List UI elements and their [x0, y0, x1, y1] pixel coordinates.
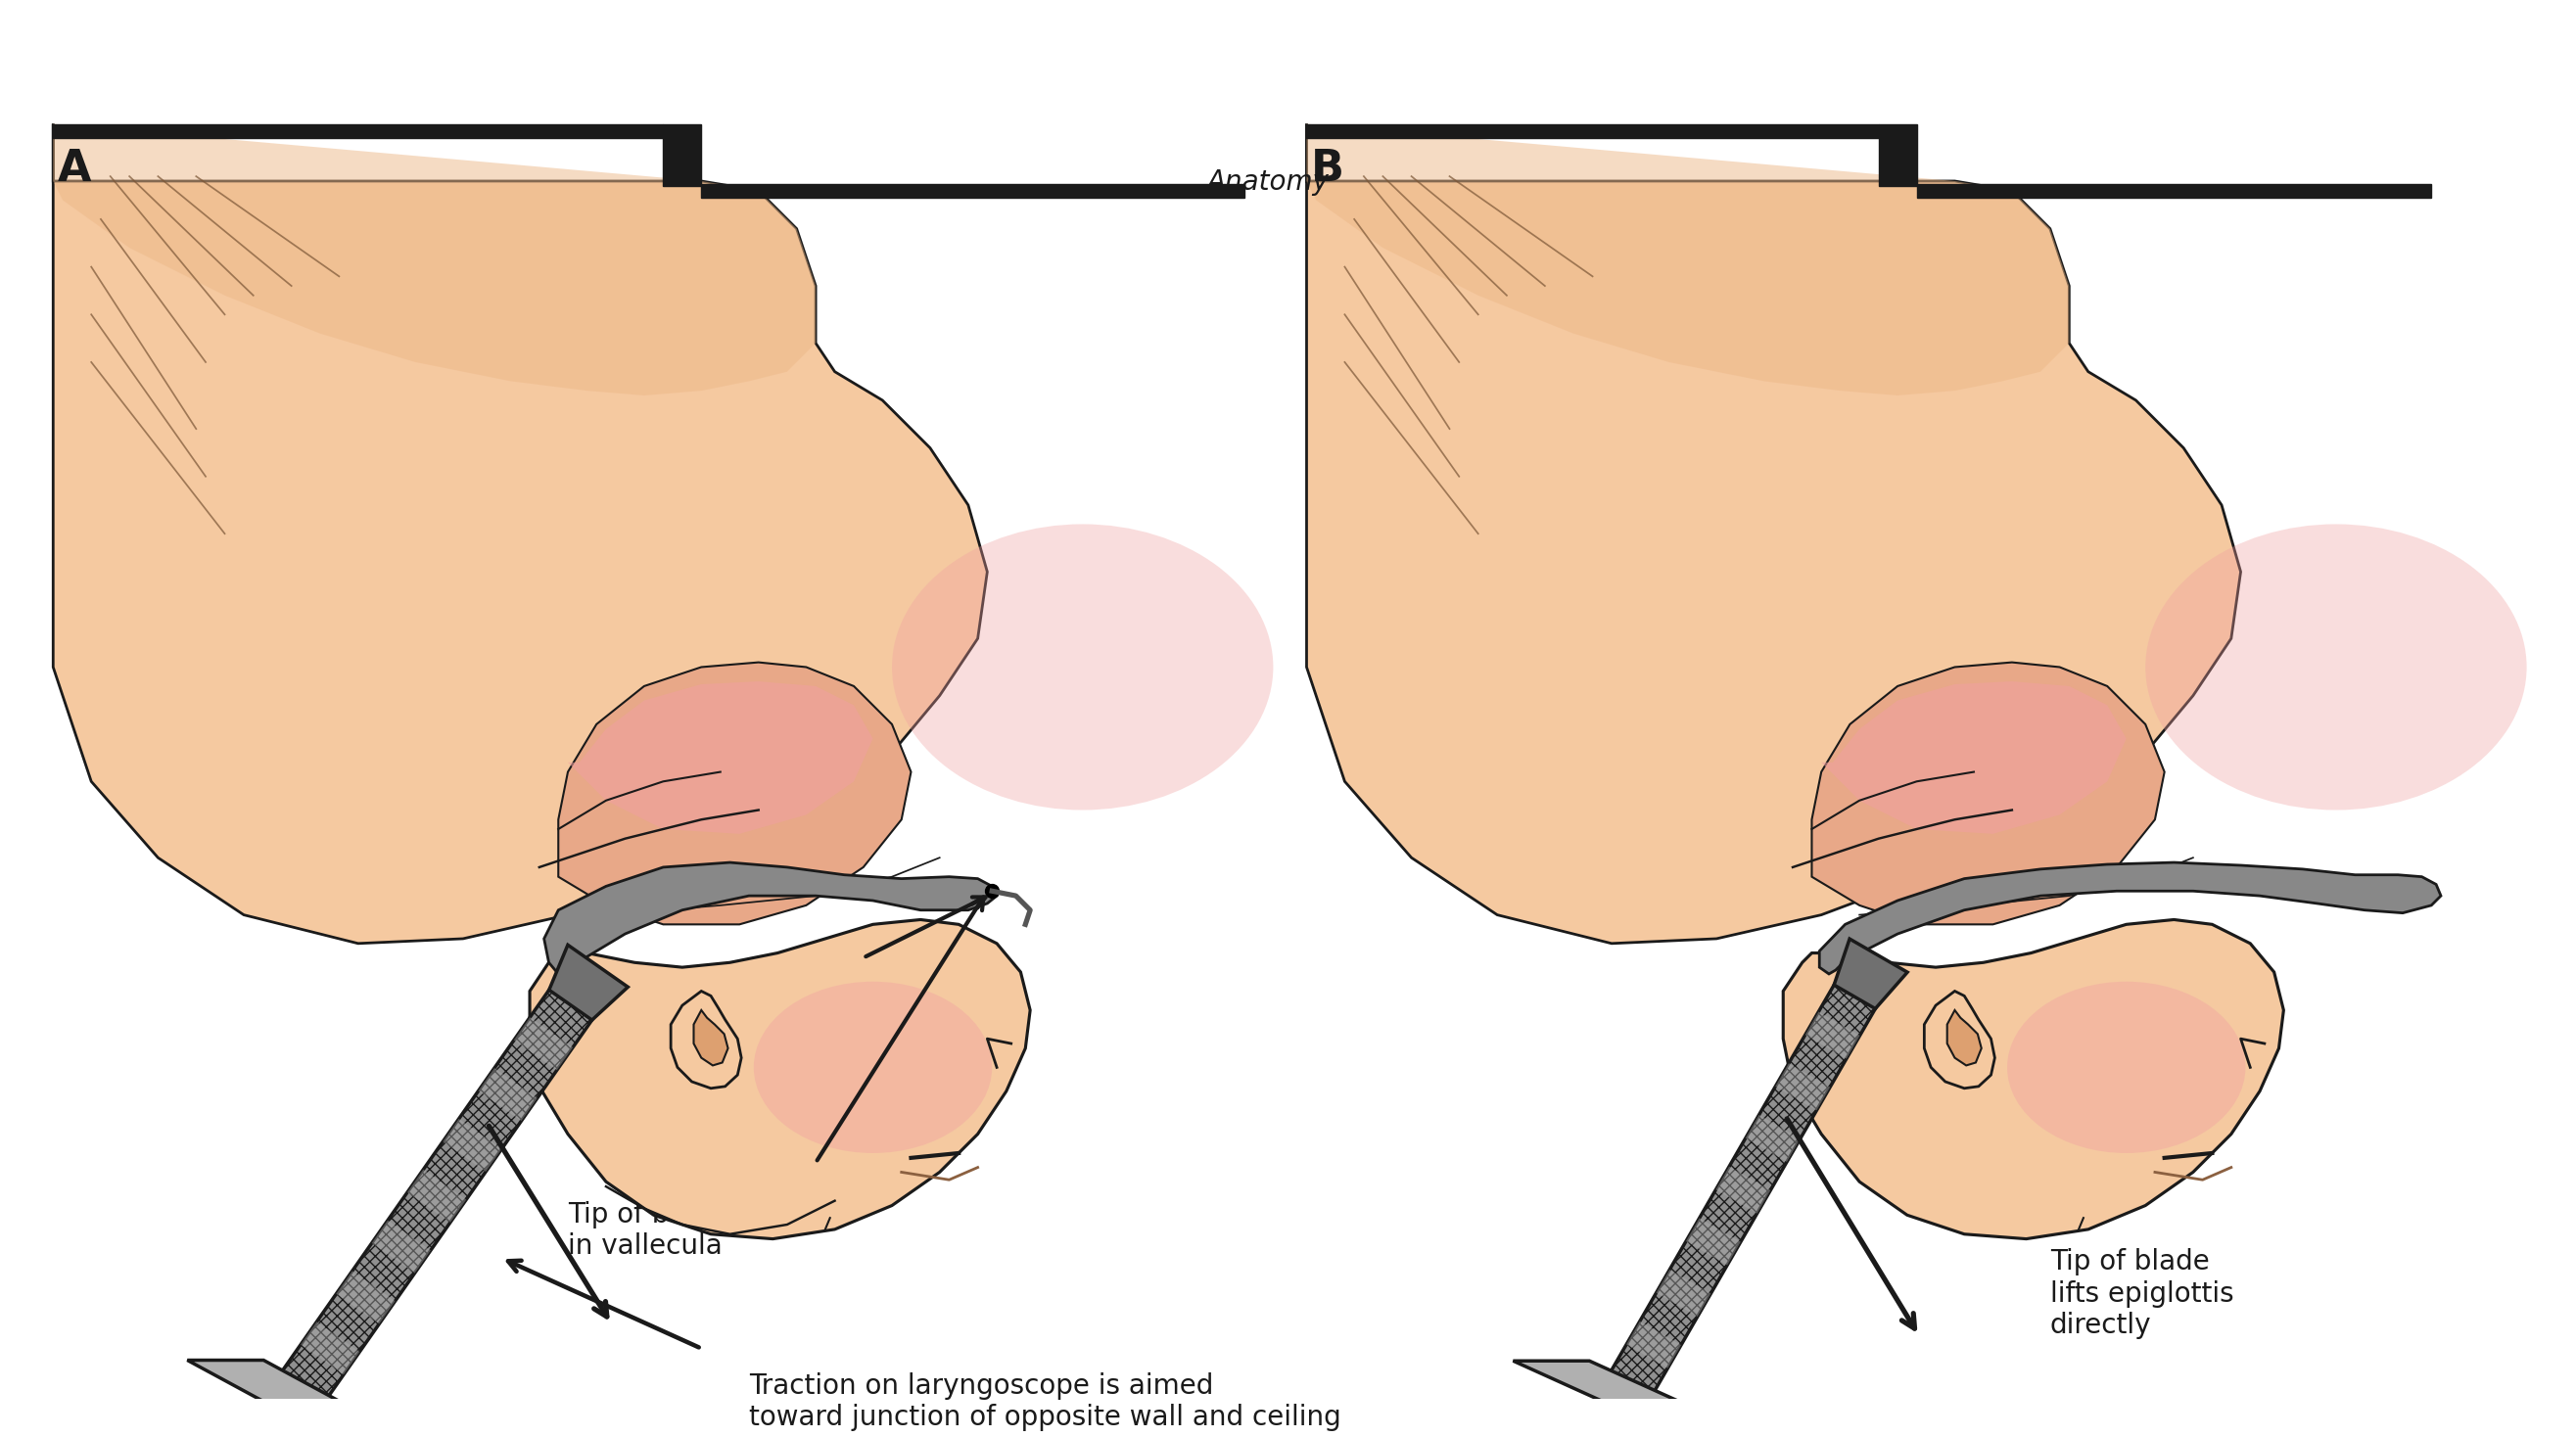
- Polygon shape: [1821, 681, 2125, 833]
- Polygon shape: [1834, 960, 1891, 1007]
- Polygon shape: [531, 920, 1030, 1239]
- Ellipse shape: [755, 981, 992, 1152]
- Polygon shape: [371, 1220, 430, 1273]
- Polygon shape: [1775, 1063, 1829, 1111]
- Polygon shape: [1512, 1361, 1695, 1408]
- Polygon shape: [549, 946, 629, 1020]
- Polygon shape: [479, 1068, 538, 1121]
- Polygon shape: [1306, 124, 2241, 944]
- Polygon shape: [1716, 1167, 1770, 1213]
- Text: Traction on laryngoscope is aimed
toward junction of opposite wall and ceiling: Traction on laryngoscope is aimed toward…: [750, 1372, 1342, 1431]
- Ellipse shape: [2146, 525, 2527, 810]
- Polygon shape: [515, 1017, 572, 1071]
- Polygon shape: [54, 124, 987, 944]
- Ellipse shape: [891, 525, 1273, 810]
- Polygon shape: [1783, 920, 2282, 1239]
- Polygon shape: [549, 967, 608, 1019]
- Polygon shape: [443, 1119, 502, 1171]
- Text: B: B: [1311, 148, 1345, 190]
- PathPatch shape: [662, 124, 701, 185]
- Polygon shape: [407, 1170, 466, 1223]
- Polygon shape: [1656, 1270, 1710, 1316]
- PathPatch shape: [701, 184, 1244, 198]
- Polygon shape: [1687, 1219, 1741, 1265]
- Polygon shape: [544, 862, 997, 974]
- PathPatch shape: [1917, 184, 2432, 198]
- Polygon shape: [1306, 124, 2069, 395]
- Polygon shape: [693, 1010, 729, 1065]
- Polygon shape: [281, 967, 608, 1403]
- Polygon shape: [301, 1322, 361, 1375]
- Polygon shape: [567, 681, 873, 833]
- Polygon shape: [337, 1270, 394, 1323]
- Polygon shape: [670, 992, 742, 1088]
- Text: Anatomy: Anatomy: [1206, 168, 1329, 195]
- Polygon shape: [1819, 862, 2442, 974]
- PathPatch shape: [1878, 124, 1917, 185]
- Polygon shape: [1834, 938, 1906, 1009]
- Polygon shape: [1806, 1012, 1860, 1059]
- Polygon shape: [1610, 960, 1891, 1397]
- Text: A: A: [57, 148, 93, 190]
- Polygon shape: [1811, 662, 2164, 924]
- Polygon shape: [1747, 1115, 1801, 1163]
- Text: Tip of blade
in vallecula: Tip of blade in vallecula: [567, 1201, 726, 1260]
- PathPatch shape: [54, 124, 662, 138]
- Polygon shape: [54, 124, 817, 395]
- Text: Tip of blade
lifts epiglottis
directly: Tip of blade lifts epiglottis directly: [2050, 1249, 2233, 1339]
- PathPatch shape: [1306, 124, 1878, 138]
- Polygon shape: [1625, 1321, 1682, 1368]
- Ellipse shape: [2007, 981, 2246, 1152]
- Polygon shape: [1947, 1010, 1981, 1065]
- Polygon shape: [188, 1361, 366, 1415]
- Polygon shape: [559, 662, 912, 924]
- Polygon shape: [1924, 992, 1994, 1088]
